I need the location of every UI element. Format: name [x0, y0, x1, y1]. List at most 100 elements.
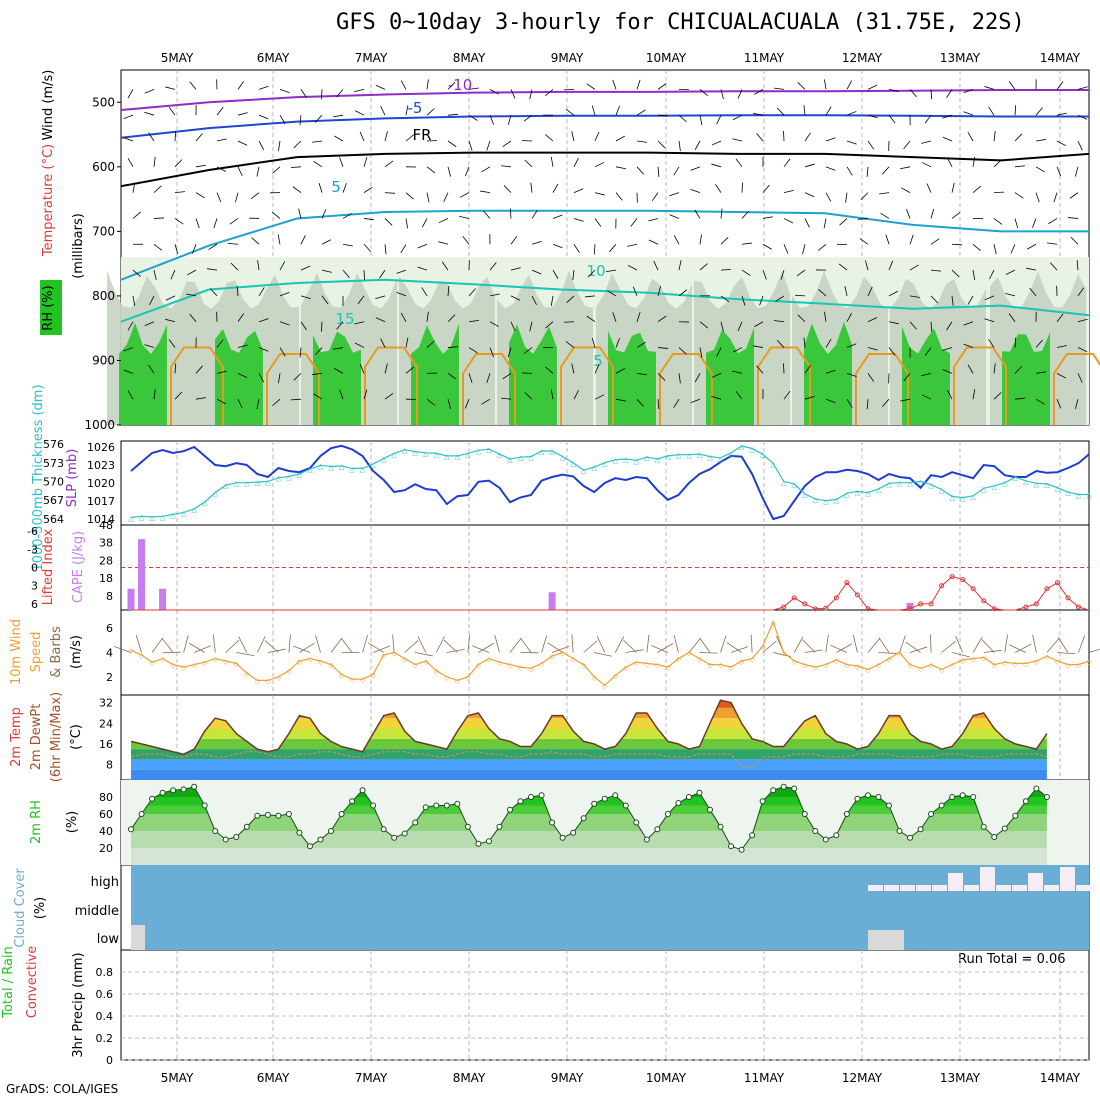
wind-barb: [844, 286, 848, 296]
wind-barb: [797, 314, 806, 323]
wind-barb: [563, 321, 575, 323]
isotherm-label: 5: [331, 178, 341, 196]
wind-barb: [1077, 318, 1088, 323]
wind-barb: [417, 636, 427, 653]
wind-speed-point: ◇: [897, 650, 903, 658]
wind-barb: [1035, 139, 1046, 142]
x-tick-label-top: 11MAY: [744, 51, 785, 65]
wind-barb: [846, 343, 857, 348]
wind-barb: [144, 111, 155, 116]
wind-barb: [447, 373, 457, 380]
wind-speed-point: ◇: [339, 671, 345, 679]
wind-speed-point: ◇: [160, 656, 166, 664]
rh-point: [780, 783, 787, 790]
wind-barb: [1010, 244, 1016, 254]
wind-barb: [384, 363, 388, 374]
wind-barb: [942, 114, 953, 119]
wind-barb: [741, 242, 752, 245]
wind-speed-point: ◇: [886, 656, 892, 664]
rh-point: [328, 828, 335, 834]
wind-speed-point: ◇: [328, 662, 334, 670]
wind-barb: [186, 293, 197, 297]
wind-barb: [421, 287, 428, 297]
rh-point: [517, 798, 524, 805]
rh-point: [591, 800, 598, 807]
isotherm-label: 10: [586, 262, 605, 280]
cloud-high-gap: [900, 885, 915, 891]
wind-barb: [951, 269, 960, 278]
wind-barb: [690, 166, 701, 171]
wind-barb: [942, 347, 953, 351]
y-tick-label: 1020: [87, 477, 115, 490]
thickness-point: △: [1086, 492, 1092, 500]
thickness-point: △: [897, 480, 903, 488]
wind-barb: [1075, 399, 1079, 409]
wind-barb: [237, 166, 243, 177]
wind-barb: [825, 338, 832, 348]
wind-barb: [972, 636, 983, 653]
rh-point: [875, 794, 882, 800]
wind-barb: [174, 244, 179, 254]
wind-barb: [900, 166, 911, 170]
wind-barb: [174, 218, 184, 225]
wind-barb: [720, 295, 730, 303]
wind-barb: [144, 88, 155, 94]
wind-barb: [123, 114, 134, 119]
legend-label: (m/s): [69, 635, 84, 669]
rh-point: [464, 823, 471, 830]
wind-barb: [547, 642, 563, 653]
wind-barb: [720, 208, 723, 219]
wind-barb: [623, 639, 637, 653]
thickness-point: △: [928, 482, 934, 490]
rh-point: [812, 828, 819, 834]
wind-barb: [415, 652, 433, 657]
wind-barb: [756, 365, 764, 374]
x-tick-label-bottom: 12MAY: [842, 1071, 883, 1085]
wind-barb: [930, 208, 935, 219]
thickness-point: △: [855, 488, 861, 496]
wind-barb: [468, 140, 473, 151]
wind-barb: [447, 166, 451, 177]
thickness-point: △: [518, 454, 524, 462]
wind-barb: [930, 89, 933, 100]
wind-barb: [888, 347, 896, 356]
thickness-point: △: [297, 471, 303, 479]
wind-barb: [314, 347, 323, 356]
wind-barb: [421, 218, 428, 228]
wind-barb: [251, 237, 260, 245]
legend-label: 3hr Precip (mm): [71, 952, 86, 1057]
rh-point: [285, 811, 292, 817]
wind-barb: [342, 243, 353, 247]
wind-barb: [636, 312, 641, 322]
wind-barb: [972, 243, 981, 252]
li-point: [907, 606, 913, 612]
wind-barb: [952, 652, 970, 658]
wind-barb: [711, 140, 722, 146]
y-tick-label: 1014: [87, 513, 115, 526]
y-tick-label: 28: [99, 554, 113, 567]
wind-barb: [780, 269, 785, 280]
li-point: [991, 606, 997, 612]
thickness-point: △: [213, 490, 219, 498]
wind-barb: [379, 269, 386, 279]
wind-barb: [312, 372, 323, 375]
wind-barb: [612, 79, 617, 90]
wind-barb: [720, 268, 732, 271]
wind-barb: [867, 373, 875, 382]
thickness-point: △: [560, 454, 566, 462]
wind-barb: [1029, 287, 1037, 297]
wind-barb: [993, 218, 1003, 225]
rh-point: [233, 833, 240, 840]
wind-barb: [529, 89, 533, 100]
wind-speed-point: ◇: [792, 658, 798, 666]
wind-speed-point: ◇: [381, 652, 387, 660]
wind-barb: [315, 635, 321, 653]
wind-barb: [946, 321, 953, 331]
wind-barb: [318, 182, 323, 193]
wind-barb: [993, 131, 996, 142]
thickness-point: △: [486, 446, 492, 454]
y-tick-label: 32: [99, 697, 113, 710]
wind-barb: [846, 140, 857, 145]
wind-barb: [594, 364, 600, 374]
